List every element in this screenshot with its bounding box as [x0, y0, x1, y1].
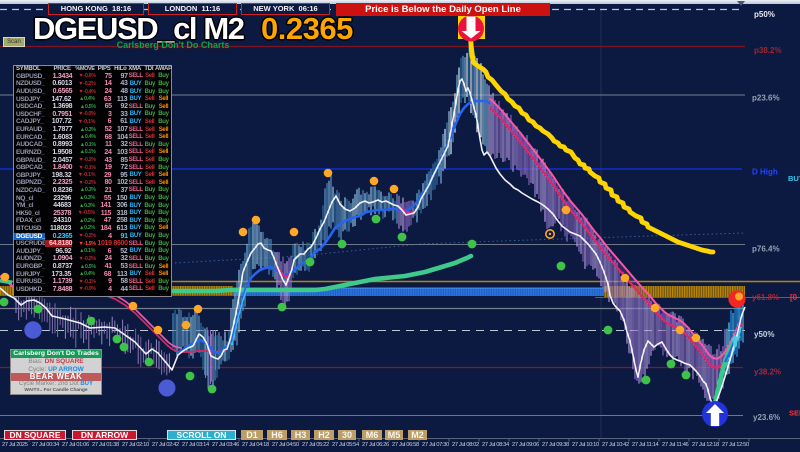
svg-text:y23.6%: y23.6% — [753, 413, 780, 422]
svg-text:D High: D High — [752, 168, 778, 177]
svg-text:p50%: p50% — [754, 10, 775, 19]
svg-text:y50%: y50% — [754, 330, 774, 339]
svg-text:p38.2%: p38.2% — [754, 46, 782, 55]
svg-text:[0: [0 — [790, 293, 798, 302]
svg-text:SELL: SELL — [789, 409, 800, 418]
svg-text:y61.8%: y61.8% — [752, 293, 779, 302]
svg-text:p23.6%: p23.6% — [752, 94, 780, 103]
svg-text:y38.2%: y38.2% — [754, 368, 781, 377]
svg-text:BUY: BUY — [788, 174, 800, 183]
svg-text:p76.4%: p76.4% — [752, 245, 780, 254]
